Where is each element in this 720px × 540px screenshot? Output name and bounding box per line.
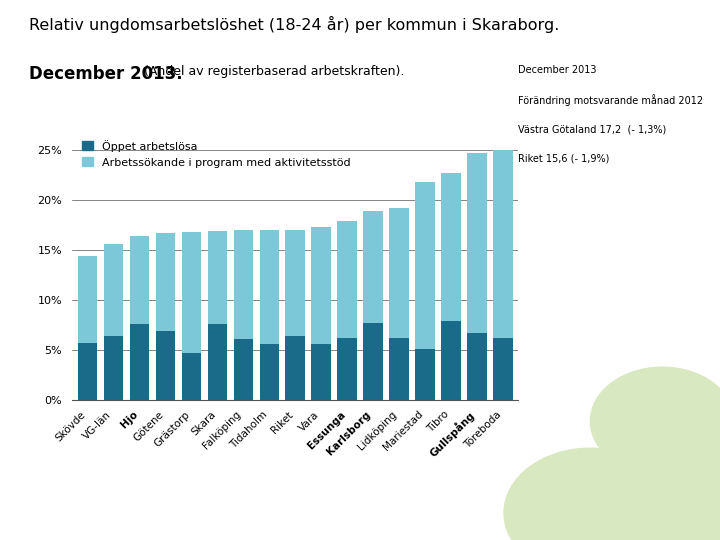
Bar bbox=[104, 244, 123, 335]
Bar bbox=[415, 181, 435, 349]
Bar bbox=[493, 150, 513, 338]
Bar bbox=[207, 323, 227, 400]
Bar bbox=[441, 173, 461, 321]
Bar bbox=[338, 221, 357, 338]
Text: Riket 15,6 (- 1,9%): Riket 15,6 (- 1,9%) bbox=[518, 154, 610, 164]
Bar bbox=[312, 343, 331, 400]
Legend: Öppet arbetslösa, Arbetssökande i program med aktivitetsstöd: Öppet arbetslösa, Arbetssökande i progra… bbox=[78, 135, 355, 172]
Bar bbox=[156, 330, 175, 400]
Bar bbox=[493, 338, 513, 400]
Text: Västra Götaland 17,2  (- 1,3%): Västra Götaland 17,2 (- 1,3%) bbox=[518, 124, 667, 134]
Text: December 2013.: December 2013. bbox=[29, 65, 182, 83]
Text: Relativ ungdomsarbetslöshet (18-24 år) per kommun i Skaraborg.: Relativ ungdomsarbetslöshet (18-24 år) p… bbox=[29, 16, 559, 33]
Bar bbox=[233, 230, 253, 339]
Bar bbox=[259, 230, 279, 343]
Bar bbox=[285, 335, 305, 400]
Bar bbox=[156, 233, 175, 330]
Bar bbox=[467, 333, 487, 400]
Bar bbox=[441, 321, 461, 400]
Bar bbox=[233, 339, 253, 400]
Text: (Andel av registerbaserad arbetskraften).: (Andel av registerbaserad arbetskraften)… bbox=[140, 65, 405, 78]
Bar bbox=[467, 153, 487, 333]
Bar bbox=[390, 207, 409, 338]
Bar bbox=[130, 323, 149, 400]
Bar bbox=[285, 230, 305, 335]
Bar bbox=[104, 335, 123, 400]
Text: December 2013: December 2013 bbox=[518, 65, 597, 75]
Bar bbox=[130, 235, 149, 323]
Text: Förändring motsvarande månad 2012: Förändring motsvarande månad 2012 bbox=[518, 94, 703, 106]
Bar bbox=[259, 343, 279, 400]
Bar bbox=[78, 255, 97, 342]
Bar bbox=[338, 338, 357, 400]
Bar bbox=[390, 338, 409, 400]
Bar bbox=[312, 227, 331, 343]
Bar bbox=[364, 211, 383, 322]
Bar bbox=[415, 349, 435, 400]
Bar bbox=[78, 342, 97, 400]
Bar bbox=[364, 322, 383, 400]
Bar bbox=[207, 231, 227, 323]
Bar bbox=[181, 353, 201, 400]
Bar bbox=[181, 232, 201, 353]
